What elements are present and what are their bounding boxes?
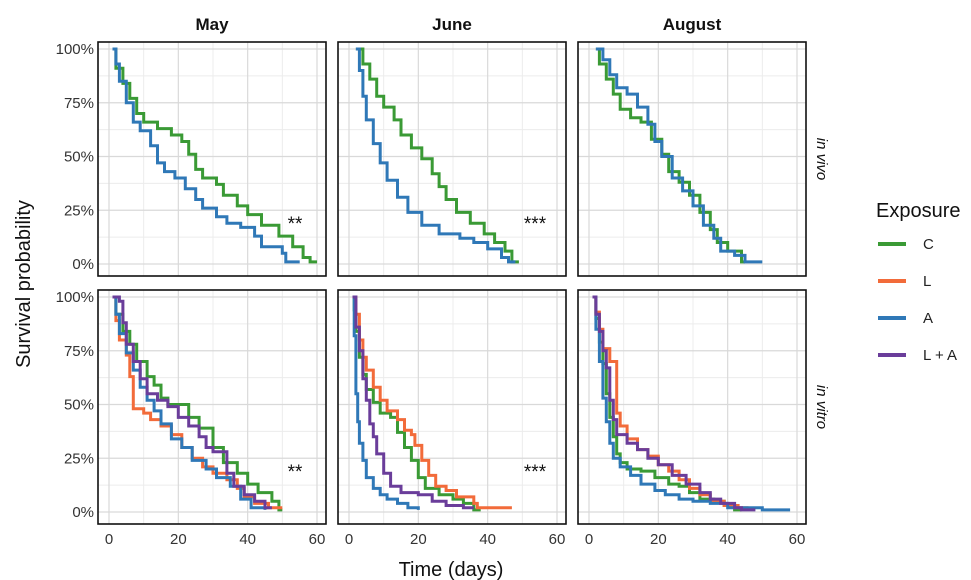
- panel-june-in-vivo: ***: [337, 41, 567, 277]
- survival-curve-c: [595, 47, 745, 264]
- x-tick-label: 40: [239, 531, 256, 548]
- x-tick-label: 20: [170, 531, 187, 548]
- column-title-august: August: [663, 15, 722, 34]
- panel-may-in-vitro: **: [97, 289, 327, 525]
- y-tick-label: 0%: [72, 504, 94, 521]
- row-strip-in-vivo: in vivo: [813, 138, 830, 181]
- y-tick-label: 100%: [56, 41, 94, 58]
- panel-border: [97, 41, 327, 277]
- panel-background: [338, 42, 566, 276]
- x-tick-label: 60: [789, 531, 806, 548]
- legend-label: C: [923, 236, 934, 253]
- legend-item-c: C: [878, 236, 934, 253]
- survival-curve-a: [592, 295, 791, 512]
- axis-tick-labels: 0% 25% 50% 75% 100% 0% 25% 50% 75% 100% 0 20 40 60 0 20…: [56, 41, 806, 548]
- panel-august-in-vitro: [577, 289, 807, 525]
- panel-may-in-vivo: **: [97, 41, 327, 277]
- legend-title: Exposure: [876, 200, 961, 222]
- significance-annotation: ***: [524, 462, 547, 483]
- row-strip-in-vitro: in vitro: [813, 385, 830, 429]
- legend-item-l: L: [878, 273, 931, 290]
- y-tick-label: 75%: [64, 95, 94, 112]
- legend-label: L: [923, 273, 931, 290]
- panel-border: [577, 289, 807, 525]
- column-titles: May June August: [195, 15, 721, 34]
- panel-june-in-vitro: ***: [337, 289, 567, 525]
- y-tick-label: 50%: [64, 149, 94, 166]
- survival-curve-c: [112, 47, 317, 264]
- panel-border: [337, 289, 567, 525]
- x-tick-label: 60: [549, 531, 566, 548]
- x-tick-label: 20: [650, 531, 667, 548]
- significance-annotation: **: [288, 462, 303, 483]
- y-tick-label: 0%: [72, 256, 94, 273]
- x-tick-label: 40: [719, 531, 736, 548]
- survival-curve-l-a: [112, 295, 272, 510]
- y-tick-label: 75%: [64, 343, 94, 360]
- legend-item-a: A: [878, 310, 933, 327]
- y-tick-label: 50%: [64, 397, 94, 414]
- x-tick-label: 0: [585, 531, 593, 548]
- x-tick-label: 0: [345, 531, 353, 548]
- x-axis-title: Time (days): [399, 559, 504, 580]
- panel-background: [578, 42, 806, 276]
- x-tick-label: 40: [479, 531, 496, 548]
- survival-curve-a: [352, 295, 420, 510]
- legend-label: L + A: [923, 347, 957, 364]
- x-tick-label: 0: [105, 531, 113, 548]
- y-tick-label: 25%: [64, 450, 94, 467]
- facet-panels: ** ***** ***: [97, 41, 807, 525]
- survival-curve-l-a: [592, 295, 756, 512]
- survival-curve-a: [595, 47, 763, 264]
- legend-item-l-a: L + A: [878, 347, 957, 364]
- panel-border: [337, 41, 567, 277]
- significance-annotation: **: [288, 214, 303, 235]
- panel-border: [97, 289, 327, 525]
- panel-august-in-vivo: [577, 41, 807, 277]
- column-title-june: June: [432, 15, 472, 34]
- legend-label: A: [923, 310, 933, 327]
- survival-curve-a: [112, 47, 300, 264]
- survival-curve-c: [355, 47, 519, 264]
- y-tick-label: 25%: [64, 202, 94, 219]
- legend: Exposure C L A L + A: [876, 200, 961, 364]
- column-title-may: May: [195, 15, 229, 34]
- significance-annotation: ***: [524, 214, 547, 235]
- survival-curve-a: [355, 47, 516, 264]
- survival-curve-c: [352, 295, 481, 512]
- row-strips: in vivo in vitro: [813, 138, 830, 429]
- y-tick-label: 100%: [56, 289, 94, 306]
- y-axis-title: Survival probability: [13, 200, 35, 368]
- panel-border: [577, 41, 807, 277]
- x-tick-label: 20: [410, 531, 427, 548]
- survival-curve-l-a: [352, 295, 474, 510]
- x-tick-label: 60: [309, 531, 326, 548]
